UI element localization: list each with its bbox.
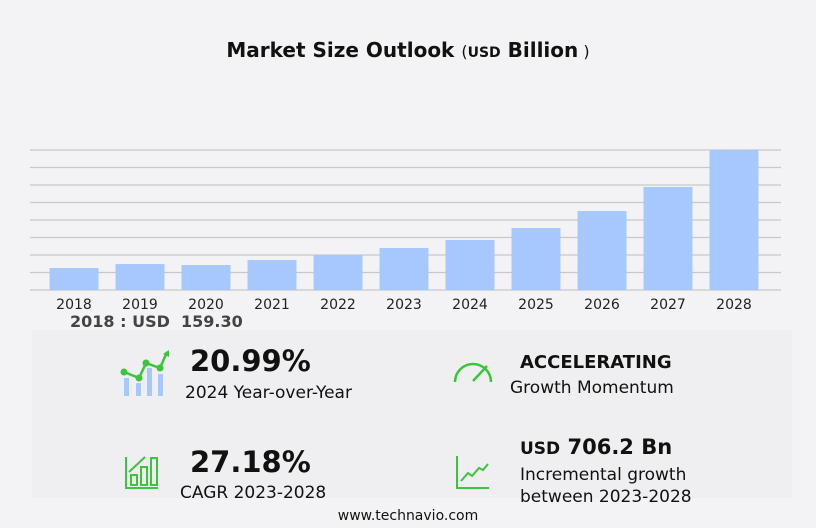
cagr-label: CAGR 2023-2028	[180, 483, 327, 503]
bar-chart: 2018 2019 2020 2021 2022 2023 2024 2025 2026 2027…	[30, 149, 781, 313]
incremental-value: USD 706.2 Bn	[520, 435, 672, 459]
bar-2026	[577, 211, 627, 290]
bar-2018	[49, 268, 99, 290]
unit-prefix: USD	[467, 45, 501, 61]
bar-2022	[313, 255, 363, 290]
bar-2021	[247, 260, 297, 290]
bar-2024	[445, 240, 495, 290]
x-tick-label: 2019	[122, 297, 158, 313]
incremental-label-1: Incremental growth	[520, 465, 687, 485]
bar-2025	[511, 228, 561, 290]
bar-2028	[709, 150, 759, 290]
unit-text: Billion	[507, 38, 579, 62]
momentum-value: ACCELERATING	[520, 352, 672, 373]
footer-url: www.technavio.com	[337, 508, 479, 524]
momentum-label: Growth Momentum	[510, 378, 674, 398]
x-tick-label: 2021	[254, 297, 290, 313]
chart-title: Market Size Outlook (USD Billion )	[226, 38, 590, 62]
yoy-value: 20.99%	[190, 344, 311, 378]
yoy-label: 2024 Year-over-Year	[185, 383, 352, 403]
x-tick-label: 2028	[716, 297, 752, 313]
incremental-amount: 706.2 Bn	[567, 435, 673, 459]
incremental-label-2: between 2023-2028	[520, 487, 692, 507]
bar-2027	[643, 187, 693, 290]
bar-2019	[115, 264, 165, 290]
title-text: Market Size Outlook	[226, 38, 455, 62]
baseline-label: 2018 : USD 159.30	[70, 312, 243, 331]
x-tick-label: 2023	[386, 297, 422, 313]
cagr-value: 27.18%	[190, 445, 311, 479]
bar-2020	[181, 265, 231, 290]
x-tick-label: 2026	[584, 297, 620, 313]
x-tick-label: 2027	[650, 297, 686, 313]
x-tick-label: 2024	[452, 297, 488, 313]
x-tick-label: 2022	[320, 297, 356, 313]
x-tick-label: 2018	[56, 297, 92, 313]
x-tick-label: 2025	[518, 297, 554, 313]
x-tick-label: 2020	[188, 297, 224, 313]
incremental-prefix: USD	[520, 439, 561, 459]
bar-2023	[379, 248, 429, 290]
